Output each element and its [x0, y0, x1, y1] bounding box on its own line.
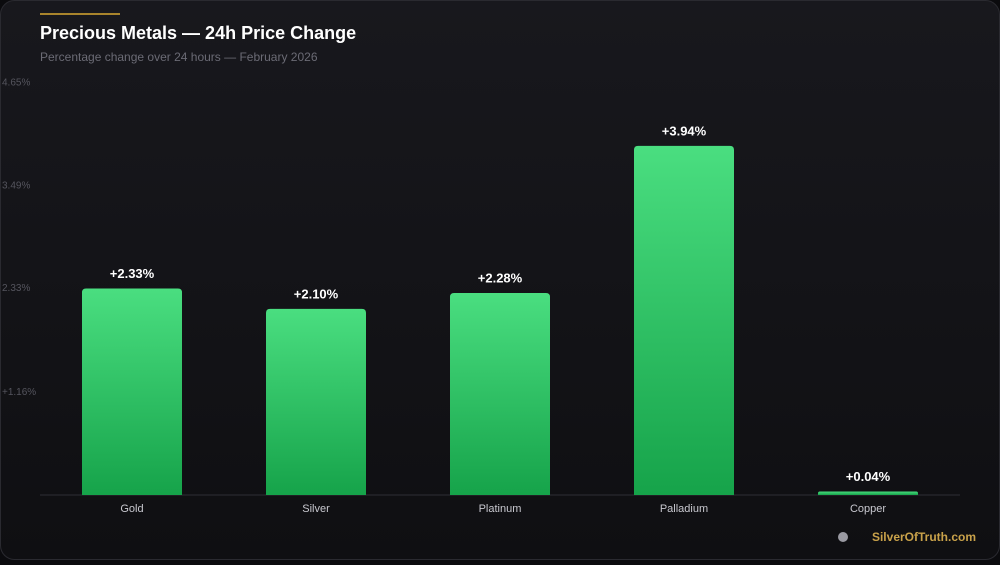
x-tick-label: Palladium: [660, 503, 708, 515]
y-tick-label: 2.33%: [2, 283, 30, 294]
bar: [634, 145, 734, 495]
x-tick-label: Gold: [120, 503, 143, 515]
value-label: +2.33%: [110, 266, 155, 281]
y-tick-label: 4.65%: [2, 78, 30, 89]
value-label: +3.94%: [662, 123, 707, 138]
x-tick-label: Copper: [850, 503, 886, 515]
accent-line: [40, 13, 120, 15]
watermark: SilverOfTruth.com: [872, 530, 976, 544]
value-label: +2.28%: [478, 270, 523, 285]
y-tick-label: 3.49%: [2, 180, 30, 191]
watermark-icon: [838, 532, 848, 542]
x-tick-label: Silver: [302, 503, 330, 515]
bar: [818, 491, 918, 495]
bar: [450, 292, 550, 495]
bar: [266, 308, 366, 495]
chart-title: Precious Metals — 24h Price Change: [40, 23, 356, 43]
value-label: +0.04%: [846, 469, 891, 484]
x-tick-label: Platinum: [479, 503, 522, 515]
bar: [82, 288, 182, 495]
value-label: +2.10%: [294, 286, 339, 301]
y-tick-label: +1.16%: [2, 387, 36, 398]
chart-subtitle: Percentage change over 24 hours — Februa…: [40, 50, 318, 64]
